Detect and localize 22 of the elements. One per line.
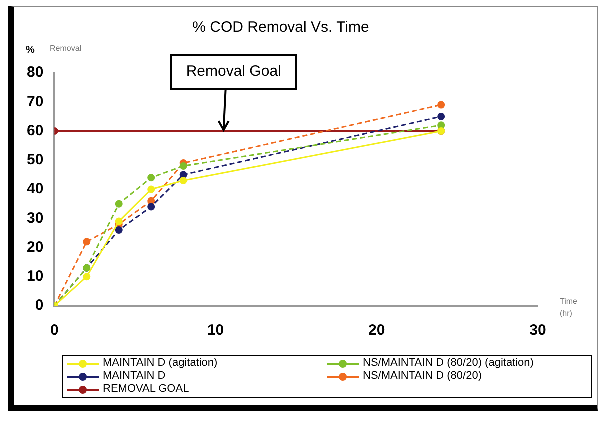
legend-label: NS/MAINTAIN D (80/20) (agitation) [363, 357, 534, 370]
y-tick-label: 60 [26, 122, 44, 140]
y-tick-label: 0 [35, 297, 44, 314]
annotation: Removal Goal [186, 63, 282, 80]
x-tick-label: 10 [207, 322, 224, 340]
y-tick-label: 40 [26, 180, 44, 198]
x-axis-title: Time (hr) [560, 297, 578, 318]
x-tick-label: 0 [50, 322, 59, 340]
y-tick-label: 10 [26, 268, 44, 286]
y-tick-label: 20 [26, 238, 44, 256]
legend-label: REMOVAL GOAL [103, 383, 190, 396]
x-tick-label: 30 [530, 322, 546, 340]
x-tick-label: 20 [368, 322, 386, 340]
legend-label: MAINTAIN D (agitation) [103, 357, 218, 370]
text: % Removal [26, 44, 82, 56]
legend-label: NS/MAINTAIN D (80/20) [363, 370, 482, 383]
y-tick-label: 50 [26, 152, 44, 169]
legend-label: MAINTAIN D [103, 370, 166, 383]
y-tick-label: 30 [26, 210, 44, 227]
chart-title: % COD Removal Vs. Time [192, 19, 370, 36]
y-tick-label: 80 [26, 64, 44, 82]
y-tick-label: 70 [26, 93, 44, 110]
